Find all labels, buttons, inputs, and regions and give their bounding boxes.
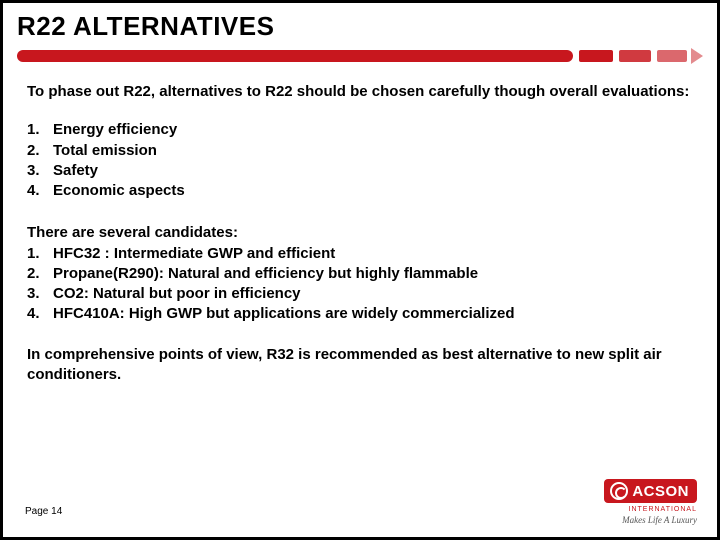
list-number: 2. xyxy=(27,141,53,161)
candidate-label: CO2: Natural but poor in efficiency xyxy=(53,284,301,304)
candidates-lead: There are several candidates: xyxy=(27,223,693,243)
title-bar: R22 ALTERNATIVES xyxy=(3,3,717,48)
logo-box: ACSON xyxy=(604,479,697,503)
content: To phase out R22, alternatives to R22 sh… xyxy=(3,82,717,385)
candidate-item: 2. Propane(R290): Natural and efficiency… xyxy=(27,264,693,284)
accent-arrow-icon xyxy=(691,48,703,64)
slide-title: R22 ALTERNATIVES xyxy=(17,11,703,42)
logo-name: ACSON xyxy=(632,483,689,500)
candidate-item: 3. CO2: Natural but poor in efficiency xyxy=(27,284,693,304)
candidate-label: Propane(R290): Natural and efficiency bu… xyxy=(53,264,478,284)
accent-seg-1 xyxy=(579,50,613,62)
slide: R22 ALTERNATIVES To phase out R22, alter… xyxy=(0,0,720,540)
criteria-list: 1. Energy efficiency 2. Total emission 3… xyxy=(27,120,693,201)
intro-text: To phase out R22, alternatives to R22 sh… xyxy=(27,82,693,102)
logo-mark-icon xyxy=(610,482,628,500)
candidate-item: 1. HFC32 : Intermediate GWP and efficien… xyxy=(27,244,693,264)
list-number: 3. xyxy=(27,284,53,304)
candidate-label: HFC32 : Intermediate GWP and efficient xyxy=(53,244,335,264)
logo-subtitle: INTERNATIONAL xyxy=(604,506,697,513)
accent-seg-3 xyxy=(657,50,687,62)
candidate-item: 4. HFC410A: High GWP but applications ar… xyxy=(27,304,693,324)
criteria-item: 4. Economic aspects xyxy=(27,181,693,201)
criteria-item: 2. Total emission xyxy=(27,141,693,161)
accent-bar xyxy=(3,48,717,64)
list-number: 2. xyxy=(27,264,53,284)
candidates-block: There are several candidates: 1. HFC32 :… xyxy=(27,223,693,324)
criteria-label: Economic aspects xyxy=(53,181,185,201)
brand-logo: ACSON INTERNATIONAL Makes Life A Luxury xyxy=(604,479,697,525)
accent-bar-main xyxy=(17,50,573,62)
criteria-label: Safety xyxy=(53,161,98,181)
list-number: 4. xyxy=(27,304,53,324)
list-number: 1. xyxy=(27,120,53,140)
criteria-label: Energy efficiency xyxy=(53,120,177,140)
list-number: 1. xyxy=(27,244,53,264)
criteria-item: 3. Safety xyxy=(27,161,693,181)
candidate-label: HFC410A: High GWP but applications are w… xyxy=(53,304,515,324)
accent-seg-2 xyxy=(619,50,651,62)
page-number: Page 14 xyxy=(25,506,62,517)
conclusion-text: In comprehensive points of view, R32 is … xyxy=(27,345,693,386)
list-number: 4. xyxy=(27,181,53,201)
logo-tagline: Makes Life A Luxury xyxy=(604,515,697,525)
list-number: 3. xyxy=(27,161,53,181)
criteria-label: Total emission xyxy=(53,141,157,161)
criteria-item: 1. Energy efficiency xyxy=(27,120,693,140)
